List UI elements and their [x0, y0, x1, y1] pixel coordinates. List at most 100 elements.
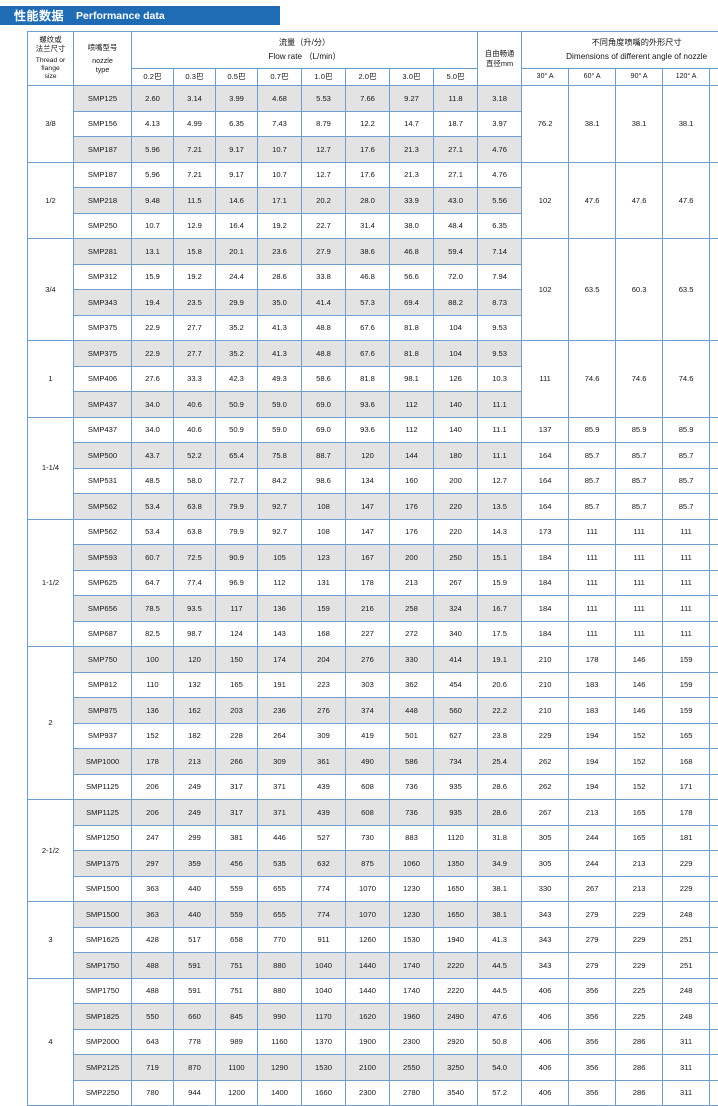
- flow-rate-cell-1: 33.3: [174, 366, 216, 392]
- header-free-passage: 自由畅通 直径mm: [478, 32, 522, 86]
- flow-rate-cell-7: 1940: [434, 927, 478, 953]
- flow-rate-cell-1: 58.0: [174, 468, 216, 494]
- flow-rate-cell-2: 9.17: [216, 162, 258, 188]
- dimension-cell-4: 66.8: [710, 672, 718, 698]
- flow-rate-cell-1: 4.99: [174, 111, 216, 137]
- flow-rate-cell-0: 363: [132, 902, 174, 928]
- dimension-cell-0: 406: [522, 978, 569, 1004]
- dimension-cell-1: 356: [569, 1004, 616, 1030]
- free-passage-cell: 4.76: [478, 137, 522, 163]
- flow-rate-cell-6: 81.8: [390, 315, 434, 341]
- flow-rate-cell-3: 35.0: [258, 290, 302, 316]
- dimension-cell-1: 194: [569, 723, 616, 749]
- dimension-cell-3: 74.6: [663, 341, 710, 418]
- flow-rate-cell-2: 96.9: [216, 570, 258, 596]
- flow-rate-cell-6: 98.1: [390, 366, 434, 392]
- flow-rate-cell-4: 88.7: [302, 443, 346, 469]
- dimension-cell-0: 406: [522, 1029, 569, 1055]
- performance-data-page: 性能数据 Performance data 螺纹或 法兰尺寸 Thread or…: [0, 0, 718, 934]
- dimension-cell-1: 38.1: [569, 86, 616, 163]
- flow-rate-cell-4: 108: [302, 519, 346, 545]
- flow-rate-cell-6: 1530: [390, 927, 434, 953]
- flow-rate-cell-2: 24.4: [216, 264, 258, 290]
- flow-rate-cell-4: 20.2: [302, 188, 346, 214]
- thread-size-cell: 4: [28, 978, 74, 1106]
- flow-rate-cell-3: 59.0: [258, 392, 302, 418]
- flow-rate-cell-3: 10.7: [258, 137, 302, 163]
- flow-rate-cell-5: 1900: [346, 1029, 390, 1055]
- flow-rate-cell-1: 944: [174, 1080, 216, 1106]
- dimension-cell-4: 82.6: [710, 698, 718, 724]
- flow-rate-cell-4: 168: [302, 621, 346, 647]
- free-passage-cell: 19.1: [478, 647, 522, 673]
- flow-rate-cell-7: 250: [434, 545, 478, 571]
- dimension-cell-4: 57.2: [710, 596, 718, 622]
- dimension-cell-2: 146: [616, 647, 663, 673]
- flow-rate-cell-6: 56.6: [390, 264, 434, 290]
- flow-rate-cell-0: 110: [132, 672, 174, 698]
- flow-rate-cell-3: 19.2: [258, 213, 302, 239]
- flow-rate-cell-3: 990: [258, 1004, 302, 1030]
- flow-rate-cell-4: 1660: [302, 1080, 346, 1106]
- flow-rate-cell-2: 658: [216, 927, 258, 953]
- free-passage-cell: 11.1: [478, 417, 522, 443]
- nozzle-type-cell: SMP1500: [74, 902, 132, 928]
- flow-rate-cell-2: 751: [216, 953, 258, 979]
- flow-rate-cell-7: 734: [434, 749, 478, 775]
- flow-rate-cell-1: 27.7: [174, 341, 216, 367]
- flow-rate-cell-7: 2220: [434, 953, 478, 979]
- header-pressure-0: 0.2巴: [132, 69, 174, 86]
- thread-size-cell: 2-1/2: [28, 800, 74, 902]
- flow-rate-cell-3: 10.7: [258, 162, 302, 188]
- nozzle-type-cell: SMP750: [74, 647, 132, 673]
- page-title-banner: 性能数据 Performance data: [0, 6, 280, 25]
- dimension-cell-2: 229: [616, 902, 663, 928]
- dimension-cell-2: 165: [616, 800, 663, 826]
- dimension-cell-0: 102: [522, 239, 569, 341]
- flow-rate-cell-4: 1370: [302, 1029, 346, 1055]
- flow-rate-cell-0: 363: [132, 876, 174, 902]
- flow-rate-cell-5: 419: [346, 723, 390, 749]
- flow-rate-cell-2: 16.4: [216, 213, 258, 239]
- dimension-cell-3: 111: [663, 621, 710, 647]
- flow-rate-cell-5: 178: [346, 570, 390, 596]
- dimension-cell-2: 225: [616, 1004, 663, 1030]
- dimension-cell-2: 225: [616, 978, 663, 1004]
- flow-rate-cell-4: 439: [302, 800, 346, 826]
- free-passage-cell: 13.5: [478, 494, 522, 520]
- dimension-cell-1: 47.6: [569, 162, 616, 239]
- flow-rate-cell-4: 774: [302, 876, 346, 902]
- nozzle-type-cell: SMP1125: [74, 774, 132, 800]
- dimension-cell-1: 183: [569, 698, 616, 724]
- header-pressure-1: 0.3巴: [174, 69, 216, 86]
- flow-rate-cell-6: 883: [390, 825, 434, 851]
- thread-size-cell: 1-1/4: [28, 417, 74, 519]
- flow-rate-cell-6: 81.8: [390, 341, 434, 367]
- header-dim-0: 30° A: [522, 69, 569, 86]
- nozzle-type-cell: SMP281: [74, 239, 132, 265]
- flow-rate-cell-5: 147: [346, 519, 390, 545]
- flow-rate-cell-1: 63.8: [174, 519, 216, 545]
- dimension-cell-4: 38.1: [710, 341, 718, 418]
- flow-rate-cell-7: 220: [434, 494, 478, 520]
- flow-rate-cell-2: 6.35: [216, 111, 258, 137]
- flow-rate-cell-3: 7.43: [258, 111, 302, 137]
- dimension-cell-1: 85.7: [569, 494, 616, 520]
- flow-rate-cell-5: 875: [346, 851, 390, 877]
- flow-rate-cell-7: 560: [434, 698, 478, 724]
- dimension-cell-3: 85.9: [663, 417, 710, 443]
- dimension-cell-0: 343: [522, 953, 569, 979]
- dimension-cell-1: 111: [569, 596, 616, 622]
- free-passage-cell: 41.3: [478, 927, 522, 953]
- flow-rate-cell-4: 48.8: [302, 315, 346, 341]
- dimension-cell-2: 152: [616, 723, 663, 749]
- dimension-cell-1: 356: [569, 1055, 616, 1081]
- flow-rate-cell-7: 104: [434, 341, 478, 367]
